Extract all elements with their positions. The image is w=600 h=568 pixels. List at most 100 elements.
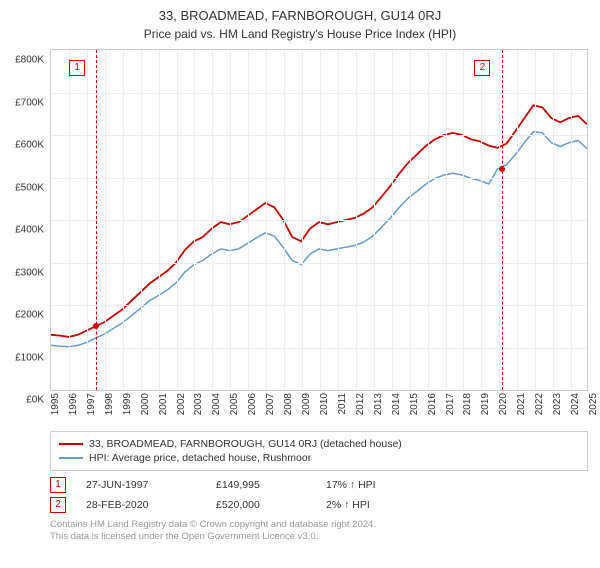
legend-label: 33, BROADMEAD, FARNBOROUGH, GU14 0RJ (de…: [89, 438, 402, 450]
grid-line-vertical: [446, 50, 447, 390]
footer-attribution: Contains HM Land Registry data © Crown c…: [50, 519, 588, 544]
x-tick-label: 2013: [373, 393, 384, 415]
record-row: 2 28-FEB-2020 £520,000 2% ↑ HPI: [50, 497, 588, 513]
footer-line2: This data is licensed under the Open Gov…: [50, 531, 588, 543]
record-price: £520,000: [216, 499, 306, 511]
x-tick-label: 1998: [104, 393, 115, 415]
grid-line-vertical: [87, 50, 88, 390]
y-tick-label: £300K: [15, 267, 44, 278]
x-tick-label: 2005: [229, 393, 240, 415]
grid-line-horizontal: [51, 178, 587, 179]
record-number-box: 1: [50, 477, 66, 493]
grid-line-vertical: [499, 50, 500, 390]
grid-line-vertical: [230, 50, 231, 390]
grid-line-vertical: [535, 50, 536, 390]
grid-line-horizontal: [51, 305, 587, 306]
x-tick-label: 1996: [68, 393, 79, 415]
grid-line-horizontal: [51, 93, 587, 94]
grid-line-vertical: [159, 50, 160, 390]
x-tick-label: 2003: [193, 393, 204, 415]
x-tick-label: 2004: [211, 393, 222, 415]
legend-item: 33, BROADMEAD, FARNBOROUGH, GU14 0RJ (de…: [59, 438, 579, 450]
y-tick-label: £400K: [15, 225, 44, 236]
transaction-records: 1 27-JUN-1997 £149,995 17% ↑ HPI 2 28-FEB-202…: [50, 477, 588, 513]
x-tick-label: 2009: [301, 393, 312, 415]
record-price: £149,995: [216, 479, 306, 491]
y-axis: £0K£100K£200K£300K£400K£500K£600K£700K£8…: [0, 60, 48, 400]
grid-line-vertical: [284, 50, 285, 390]
grid-line-vertical: [302, 50, 303, 390]
legend-swatch: [59, 457, 83, 459]
record-number-box: 2: [50, 497, 66, 513]
marker-line: [96, 50, 97, 390]
record-date: 27-JUN-1997: [86, 479, 196, 491]
x-tick-label: 1997: [86, 393, 97, 415]
x-tick-label: 2012: [355, 393, 366, 415]
x-tick-label: 1999: [122, 393, 133, 415]
legend: 33, BROADMEAD, FARNBOROUGH, GU14 0RJ (de…: [50, 431, 588, 471]
legend-swatch: [59, 443, 83, 445]
grid-line-horizontal: [51, 263, 587, 264]
x-tick-label: 2017: [445, 393, 456, 415]
legend-item: HPI: Average price, detached house, Rush…: [59, 452, 579, 464]
x-tick-label: 2022: [534, 393, 545, 415]
record-row: 1 27-JUN-1997 £149,995 17% ↑ HPI: [50, 477, 588, 493]
grid-line-vertical: [481, 50, 482, 390]
grid-line-horizontal: [51, 348, 587, 349]
marker-dot: [499, 166, 505, 172]
y-tick-label: £500K: [15, 182, 44, 193]
grid-line-vertical: [517, 50, 518, 390]
x-tick-label: 2008: [283, 393, 294, 415]
y-tick-label: £700K: [15, 97, 44, 108]
grid-line-vertical: [428, 50, 429, 390]
grid-line-vertical: [177, 50, 178, 390]
x-tick-label: 2007: [265, 393, 276, 415]
y-tick-label: £100K: [15, 352, 44, 363]
grid-line-vertical: [248, 50, 249, 390]
grid-line-vertical: [123, 50, 124, 390]
x-tick-label: 2019: [480, 393, 491, 415]
series-line-0: [51, 105, 587, 337]
y-tick-label: £0K: [26, 395, 44, 406]
x-tick-label: 2016: [427, 393, 438, 415]
x-tick-label: 2025: [588, 393, 599, 415]
marker-line: [502, 50, 503, 390]
grid-line-vertical: [392, 50, 393, 390]
grid-line-vertical: [571, 50, 572, 390]
grid-line-vertical: [105, 50, 106, 390]
record-hpi: 2% ↑ HPI: [326, 499, 436, 511]
grid-line-vertical: [553, 50, 554, 390]
x-tick-label: 2000: [140, 393, 151, 415]
y-tick-label: £600K: [15, 140, 44, 151]
y-tick-label: £800K: [15, 55, 44, 66]
grid-line-vertical: [374, 50, 375, 390]
record-hpi: 17% ↑ HPI: [326, 479, 436, 491]
marker-dot: [93, 323, 99, 329]
grid-line-vertical: [320, 50, 321, 390]
grid-line-vertical: [194, 50, 195, 390]
marker-label-box: 2: [474, 60, 490, 76]
record-date: 28-FEB-2020: [86, 499, 196, 511]
chart-title: 33, BROADMEAD, FARNBOROUGH, GU14 0RJ: [0, 8, 600, 23]
x-tick-label: 2001: [158, 393, 169, 415]
x-tick-label: 2014: [391, 393, 402, 415]
grid-line-vertical: [266, 50, 267, 390]
x-tick-label: 2018: [462, 393, 473, 415]
grid-line-vertical: [356, 50, 357, 390]
x-tick-label: 2010: [319, 393, 330, 415]
marker-label-box: 1: [69, 60, 85, 76]
footer-line1: Contains HM Land Registry data © Crown c…: [50, 519, 588, 531]
grid-line-vertical: [463, 50, 464, 390]
x-tick-label: 1995: [50, 393, 61, 415]
grid-line-vertical: [410, 50, 411, 390]
x-tick-label: 2024: [570, 393, 581, 415]
grid-line-vertical: [212, 50, 213, 390]
grid-line-vertical: [338, 50, 339, 390]
x-tick-label: 2021: [516, 393, 527, 415]
legend-label: HPI: Average price, detached house, Rush…: [89, 452, 311, 464]
chart-plot-area: 12: [50, 49, 588, 391]
x-tick-label: 2023: [552, 393, 563, 415]
x-tick-label: 2020: [498, 393, 509, 415]
y-tick-label: £200K: [15, 310, 44, 321]
x-axis: 1995199619971998199920002001200220032004…: [50, 391, 588, 429]
